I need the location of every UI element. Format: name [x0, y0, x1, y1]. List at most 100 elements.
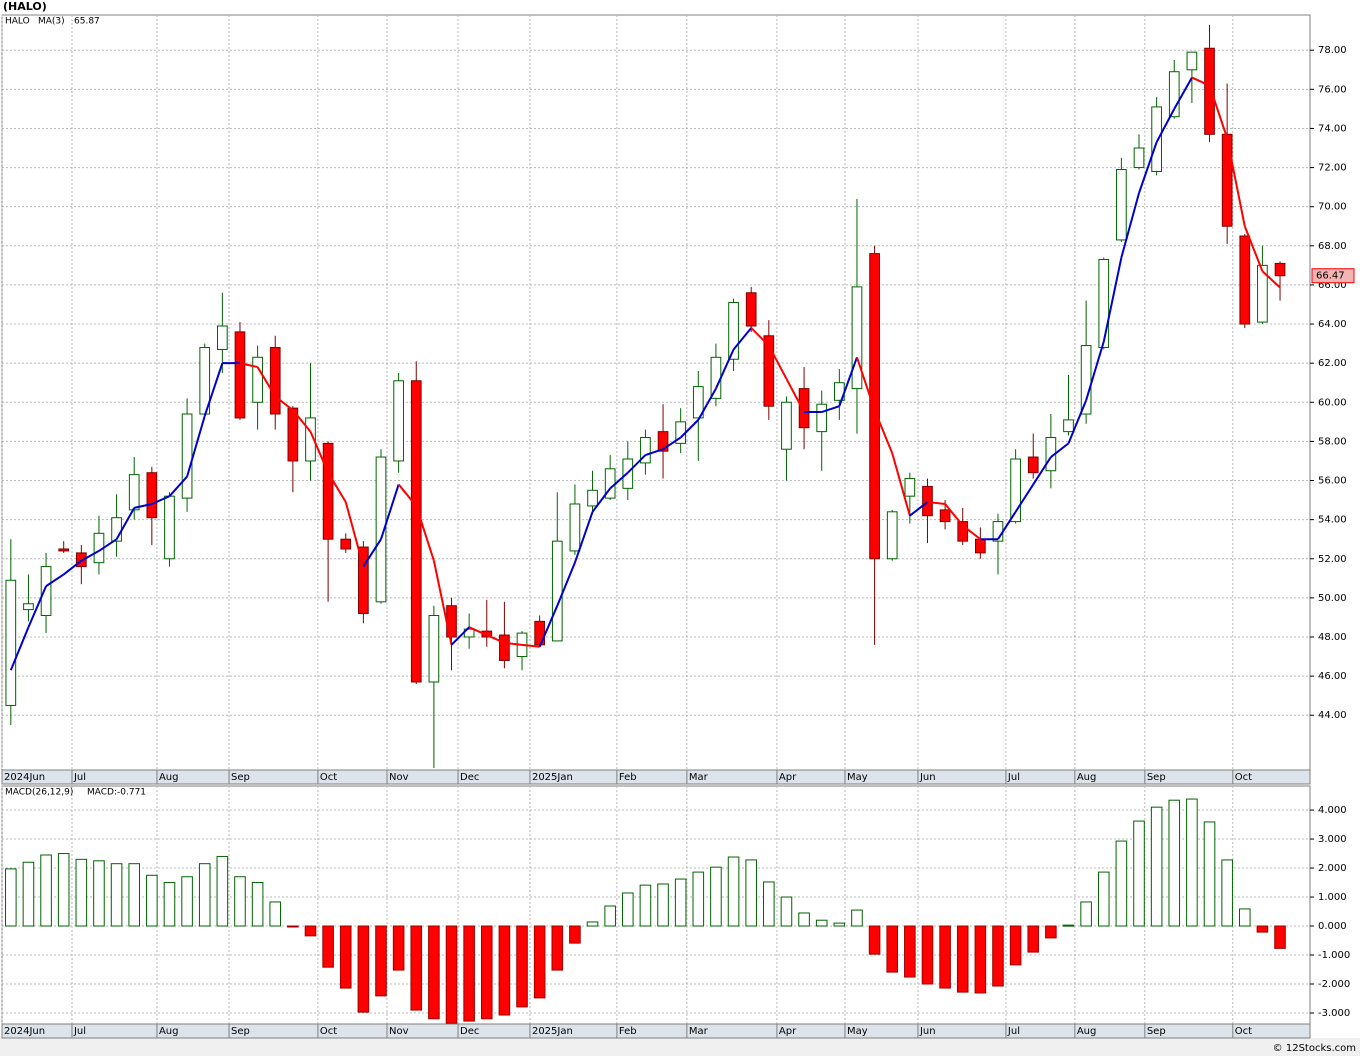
candle-body: [816, 403, 828, 433]
histogram-bar: [674, 878, 687, 927]
histogram-bar: [939, 925, 951, 989]
x-tick-label: 2024Jun: [4, 1026, 45, 1037]
histogram-bar: [357, 925, 370, 1013]
ma-segment: [380, 484, 400, 540]
plot-area: [1, 785, 1311, 1025]
ma-segment: [1191, 76, 1210, 87]
chart-title: (HALO): [3, 0, 47, 13]
histogram-bar: [586, 921, 599, 927]
x-tick-label: Aug: [159, 1026, 179, 1037]
ma-segment: [1050, 442, 1070, 458]
histogram-bar: [604, 905, 616, 927]
histogram-bar: [851, 909, 863, 927]
histogram-bar: [1221, 859, 1233, 927]
histogram-bar: [921, 925, 934, 985]
ma-segment: [1208, 85, 1229, 139]
candle-body: [181, 413, 193, 499]
candle-body: [146, 472, 158, 519]
ma-segment: [997, 511, 1017, 540]
last-price-label: 66.47: [1316, 271, 1345, 282]
ma-segment: [627, 454, 647, 474]
x-axis-band: [1, 1023, 1311, 1039]
legend-macd: MACD(26,12,9): [5, 788, 73, 798]
ma-segment: [1085, 341, 1105, 401]
ma-segment: [362, 538, 382, 568]
ma-segment: [521, 643, 540, 648]
histogram-bar: [392, 925, 405, 971]
histogram-bar: [428, 925, 440, 1020]
histogram-bar: [480, 925, 493, 1020]
ma-segment: [63, 559, 82, 576]
histogram-bar: [763, 881, 775, 927]
x-tick-label: Sep: [231, 772, 250, 783]
histogram-bar: [1133, 820, 1145, 927]
histogram-bar: [1238, 908, 1251, 927]
histogram-bar: [1062, 924, 1075, 927]
y-tick-label: 1.000: [1318, 892, 1347, 903]
y-tick-label: 3.000: [1318, 834, 1347, 845]
x-tick-label: Apr: [779, 772, 797, 783]
x-tick-label: Jun: [919, 1026, 936, 1037]
ma-segment: [891, 452, 911, 516]
candle-body: [1098, 258, 1110, 349]
y-tick-label: 56.00: [1318, 476, 1347, 487]
histogram-bar: [445, 925, 458, 1024]
ma-segment: [697, 388, 717, 421]
x-tick-label: Oct: [320, 772, 337, 783]
ma-segment: [115, 507, 136, 540]
ma-segment: [1155, 108, 1176, 143]
ma-segment: [573, 511, 594, 563]
candle-body: [305, 417, 316, 462]
histogram-bar: [657, 883, 669, 927]
histogram-bar: [22, 861, 35, 927]
x-tick-label: Jul: [1007, 772, 1020, 783]
ma-segment: [1014, 483, 1035, 513]
candle-body: [922, 485, 933, 517]
ma-segment: [239, 362, 258, 369]
ma-segment: [1261, 270, 1281, 289]
candle-body: [957, 521, 969, 542]
ma-segment: [1138, 141, 1158, 194]
histogram-bar: [40, 854, 52, 927]
ma-segment: [1120, 192, 1140, 258]
histogram-bar: [339, 925, 352, 989]
ma-segment: [767, 345, 788, 380]
x-tick-label: May: [847, 772, 868, 783]
candle-body: [869, 253, 880, 560]
histogram-bar: [5, 868, 17, 927]
histogram-bar: [956, 925, 969, 993]
candle-body: [781, 401, 792, 450]
histogram-bar: [1009, 925, 1022, 966]
histogram-bar: [163, 882, 176, 927]
histogram-bar: [622, 892, 634, 927]
y-tick-label: 50.00: [1318, 593, 1347, 604]
y-tick-label: 68.00: [1318, 241, 1347, 252]
ma-segment: [80, 550, 100, 562]
histogram-bar: [798, 912, 810, 927]
legend-ma-name: MA(3): [38, 17, 65, 27]
y-tick-label: 4.000: [1318, 805, 1347, 816]
candle-body: [1133, 147, 1145, 169]
ma-segment: [486, 634, 505, 644]
histogram-bar: [1150, 806, 1163, 927]
y-tick-label: 72.00: [1318, 163, 1347, 174]
candle-body: [745, 292, 757, 327]
histogram-bar: [868, 925, 881, 955]
x-tick-label: Jul: [73, 1026, 86, 1037]
ma-segment: [45, 573, 65, 587]
candle-body: [287, 407, 299, 462]
y-tick-label: 46.00: [1318, 671, 1347, 682]
ma-segment: [1067, 399, 1088, 444]
histogram-bar: [128, 863, 140, 927]
candle-body: [128, 474, 140, 511]
histogram-bar: [1115, 840, 1128, 927]
y-tick-label: 62.00: [1318, 358, 1347, 369]
histogram-bar: [93, 860, 105, 927]
ma-segment: [203, 362, 224, 417]
histogram-bar: [886, 925, 899, 973]
x-tick-label: Aug: [1077, 772, 1097, 783]
ma-segment: [292, 409, 312, 433]
ma-segment: [538, 605, 559, 648]
candle-body: [40, 566, 52, 616]
candle-body: [340, 538, 352, 550]
